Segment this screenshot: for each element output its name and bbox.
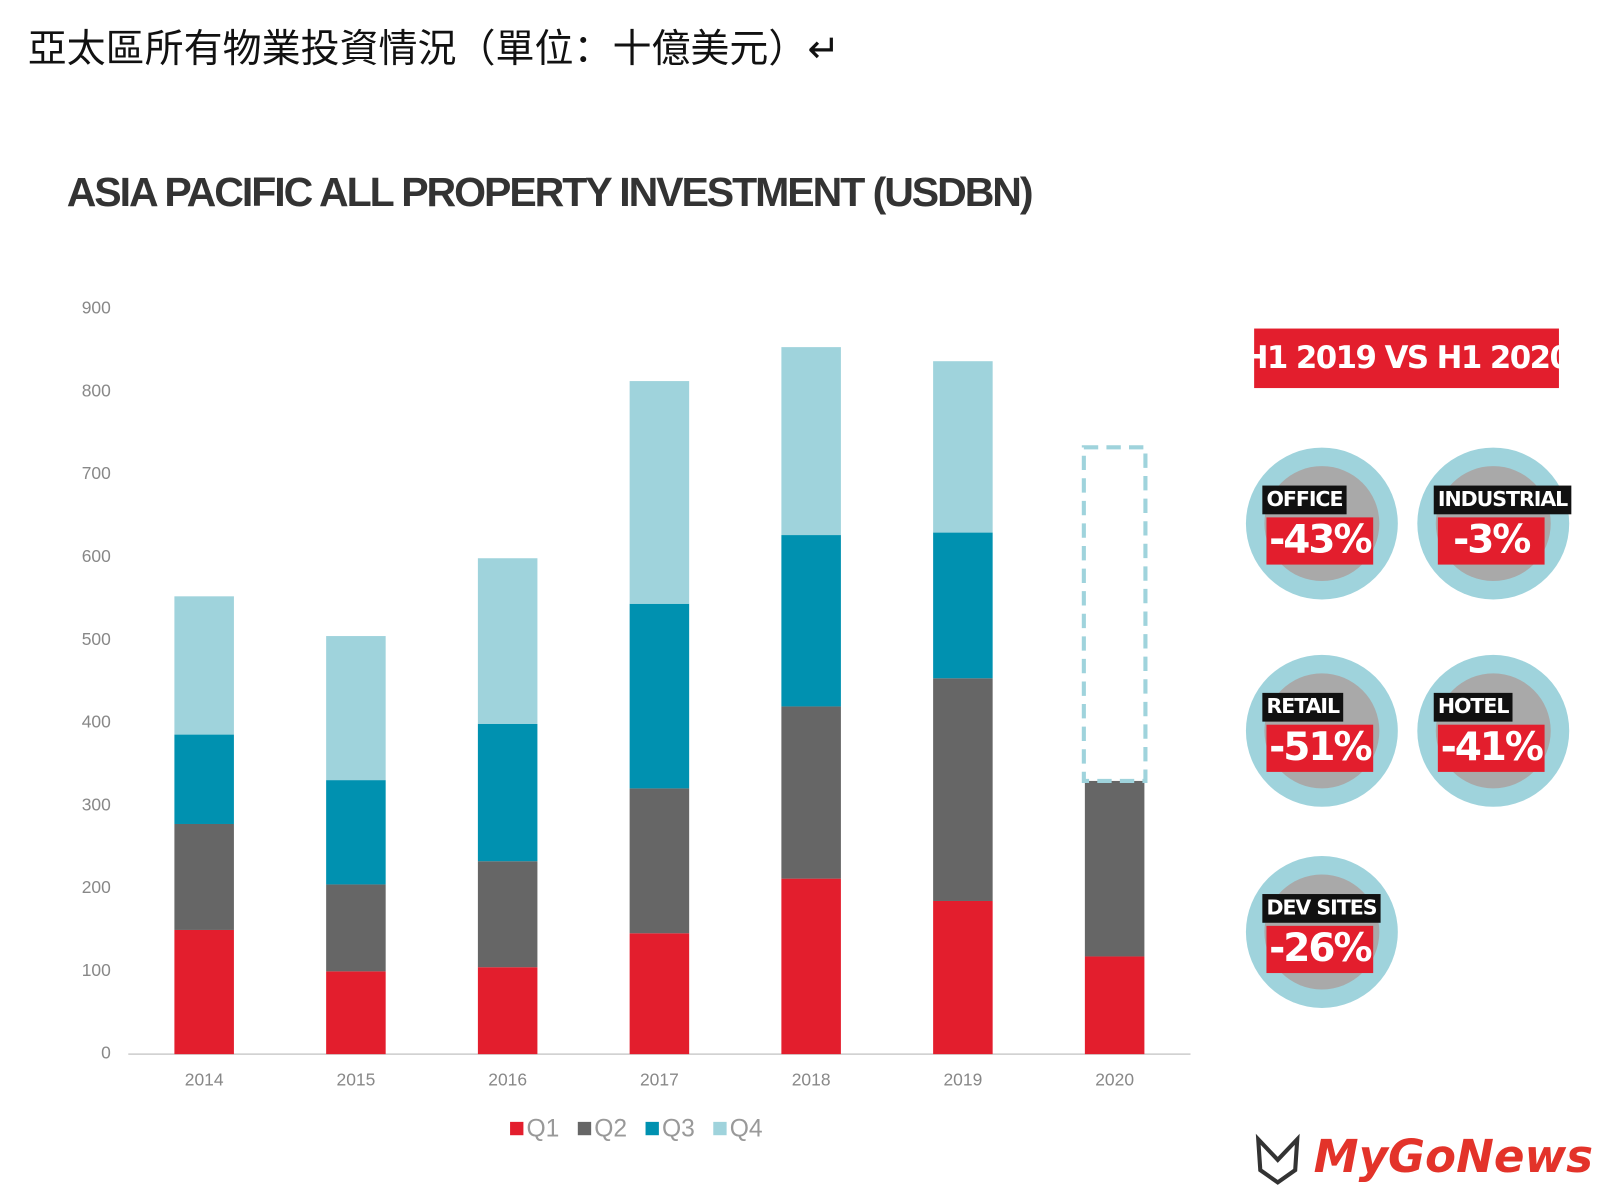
legend-label: Q2: [594, 1116, 627, 1143]
bar-segment: [174, 596, 234, 735]
y-tick-label: 400: [82, 712, 111, 732]
bar-segment: [781, 706, 841, 879]
bar-segment: [629, 381, 690, 604]
y-tick-label: 200: [82, 877, 111, 897]
bar-segment: [933, 900, 993, 1055]
callout-name: OFFICE: [1266, 487, 1342, 511]
chart-title: ASIA PACIFIC ALL PROPERTY INVESTMENT (US…: [67, 169, 1032, 215]
x-tick-label: 2017: [640, 1069, 679, 1089]
bar-segment: [477, 723, 538, 862]
legend-swatch: [510, 1121, 524, 1136]
y-tick-label: 600: [82, 546, 111, 566]
panel-title-box: [1254, 328, 1559, 389]
bar-segment: [174, 823, 234, 930]
bar-segment: [174, 734, 234, 824]
panel-title: H1 2019 VS H1 2020: [1243, 340, 1570, 376]
x-tick-label: 2020: [1095, 1069, 1134, 1089]
bar-segment: [781, 535, 841, 707]
legend-swatch: [577, 1121, 592, 1136]
callout-value-box: [1266, 724, 1374, 772]
bar-segment: [933, 678, 993, 901]
y-tick-label: 100: [82, 960, 111, 980]
legend-label: Q1: [526, 1116, 559, 1143]
bar-segment: [477, 861, 538, 968]
callout-value: -51%: [1269, 725, 1371, 770]
legend-swatch: [645, 1121, 659, 1136]
y-tick-label: 300: [82, 794, 111, 814]
callout-value: -41%: [1441, 725, 1543, 770]
legend-label: Q4: [730, 1116, 763, 1143]
callout-name: DEV SITES: [1266, 895, 1376, 919]
callout-name-box: [1433, 692, 1513, 722]
callout-value: -43%: [1269, 518, 1371, 563]
callout-name-box: [1262, 894, 1381, 923]
callout-value-box: [1266, 925, 1374, 974]
callout-name: HOTEL: [1438, 694, 1510, 718]
callout-value: -3%: [1453, 518, 1530, 563]
callout-name-box: [1262, 485, 1347, 515]
x-tick-label: 2019: [943, 1069, 982, 1089]
y-tick-label: 800: [82, 380, 111, 400]
callout-name-box: [1262, 692, 1344, 722]
y-tick-label: 500: [82, 629, 111, 649]
logo-icon: [1255, 1133, 1300, 1185]
bar-segment: [781, 878, 841, 1055]
y-tick-label: 0: [101, 1043, 111, 1063]
callout-value-box: [1266, 517, 1374, 565]
bar-segment: [781, 347, 841, 536]
bar-segment: [933, 532, 993, 679]
bar-segment: [326, 780, 386, 885]
bar-segment: [174, 929, 234, 1055]
heading: 亞太區所有物業投資情況（單位：十億美元）↵: [28, 27, 840, 72]
bar-segment: [1084, 780, 1145, 957]
bar-segment: [629, 603, 690, 789]
callout-value: -26%: [1269, 926, 1371, 971]
bar-segment: [629, 933, 690, 1055]
y-tick-label: 900: [82, 298, 111, 318]
bar-segment: [933, 361, 993, 533]
callout-name: RETAIL: [1266, 694, 1340, 718]
dashed-outline: [1081, 445, 1148, 783]
logo: MyGoNews: [1314, 1130, 1593, 1183]
bar-segment: [326, 971, 386, 1055]
x-tick-label: 2014: [185, 1069, 224, 1089]
bar-segment: [1084, 956, 1145, 1055]
y-tick-label: 700: [82, 463, 111, 483]
bar-segment: [326, 636, 386, 781]
callout-value-box: [1437, 517, 1545, 565]
callout-name: INDUSTRIAL: [1438, 487, 1568, 511]
bar-segment: [477, 558, 538, 724]
callout-name-box: [1433, 485, 1572, 515]
bar-segment: [477, 967, 538, 1055]
x-tick-label: 2015: [337, 1069, 376, 1089]
bar-segment: [629, 788, 690, 934]
legend-label: Q3: [662, 1116, 695, 1143]
callout-value-box: [1437, 724, 1545, 772]
x-tick-label: 2016: [488, 1069, 527, 1089]
legend-swatch: [713, 1121, 727, 1136]
bar-segment: [326, 884, 386, 972]
x-tick-label: 2018: [792, 1069, 831, 1089]
